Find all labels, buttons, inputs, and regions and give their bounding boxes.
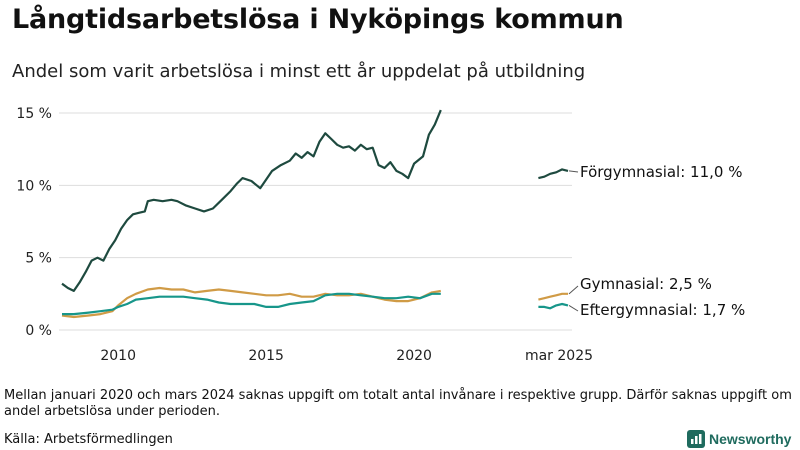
leader-line	[568, 285, 579, 295]
y-axis: 0 % 5 % 10 % 15 %	[16, 106, 52, 339]
series-end-labels: Förgymnasial: 11,0 % Gymnasial: 2,5 % Efte…	[568, 163, 745, 319]
leader-line	[568, 170, 579, 173]
chart-subtitle: Andel som varit arbetslösa i minst ett å…	[12, 61, 586, 82]
newsworthy-logo: Newsworthy	[687, 430, 791, 448]
y-tick-label: 10 %	[16, 178, 52, 194]
series-line-eftergymnasial	[538, 302, 569, 310]
logo-text: Newsworthy	[709, 431, 792, 447]
series-line-forgymnasial	[538, 168, 569, 180]
y-tick-label: 15 %	[16, 106, 52, 122]
source-credit: Källa: Arbetsförmedlingen	[4, 432, 173, 447]
line-chart: 0 % 5 % 10 % 15 % 2010 2015 2020 mar 2025 Förg…	[16, 106, 745, 364]
footnote: Mellan januari 2020 och mars 2024 saknas…	[4, 388, 792, 419]
x-axis: 2010 2015 2020 mar 2025	[100, 348, 593, 364]
x-tick-label: mar 2025	[525, 348, 593, 364]
series-line-eftergymnasial	[62, 292, 441, 316]
x-tick-label: 2015	[248, 348, 284, 364]
bar-chart-icon	[687, 430, 705, 448]
end-label-eftergymnasial: Eftergymnasial: 1,7 %	[580, 301, 745, 319]
chart-title: Långtidsarbetslösa i Nyköpings kommun	[12, 4, 624, 35]
gridlines	[59, 112, 572, 331]
series-line-gymnasial	[538, 292, 568, 301]
series-line-gymnasial	[61, 286, 441, 319]
series-lines	[61, 109, 569, 319]
series-line-forgymnasial	[61, 109, 442, 292]
x-tick-label: 2010	[100, 348, 136, 364]
x-tick-label: 2020	[396, 348, 432, 364]
y-tick-label: 0 %	[25, 323, 52, 339]
end-label-forgymnasial: Förgymnasial: 11,0 %	[580, 163, 742, 181]
leader-line	[568, 304, 579, 312]
y-tick-label: 5 %	[25, 251, 52, 267]
end-label-gymnasial: Gymnasial: 2,5 %	[580, 275, 712, 293]
